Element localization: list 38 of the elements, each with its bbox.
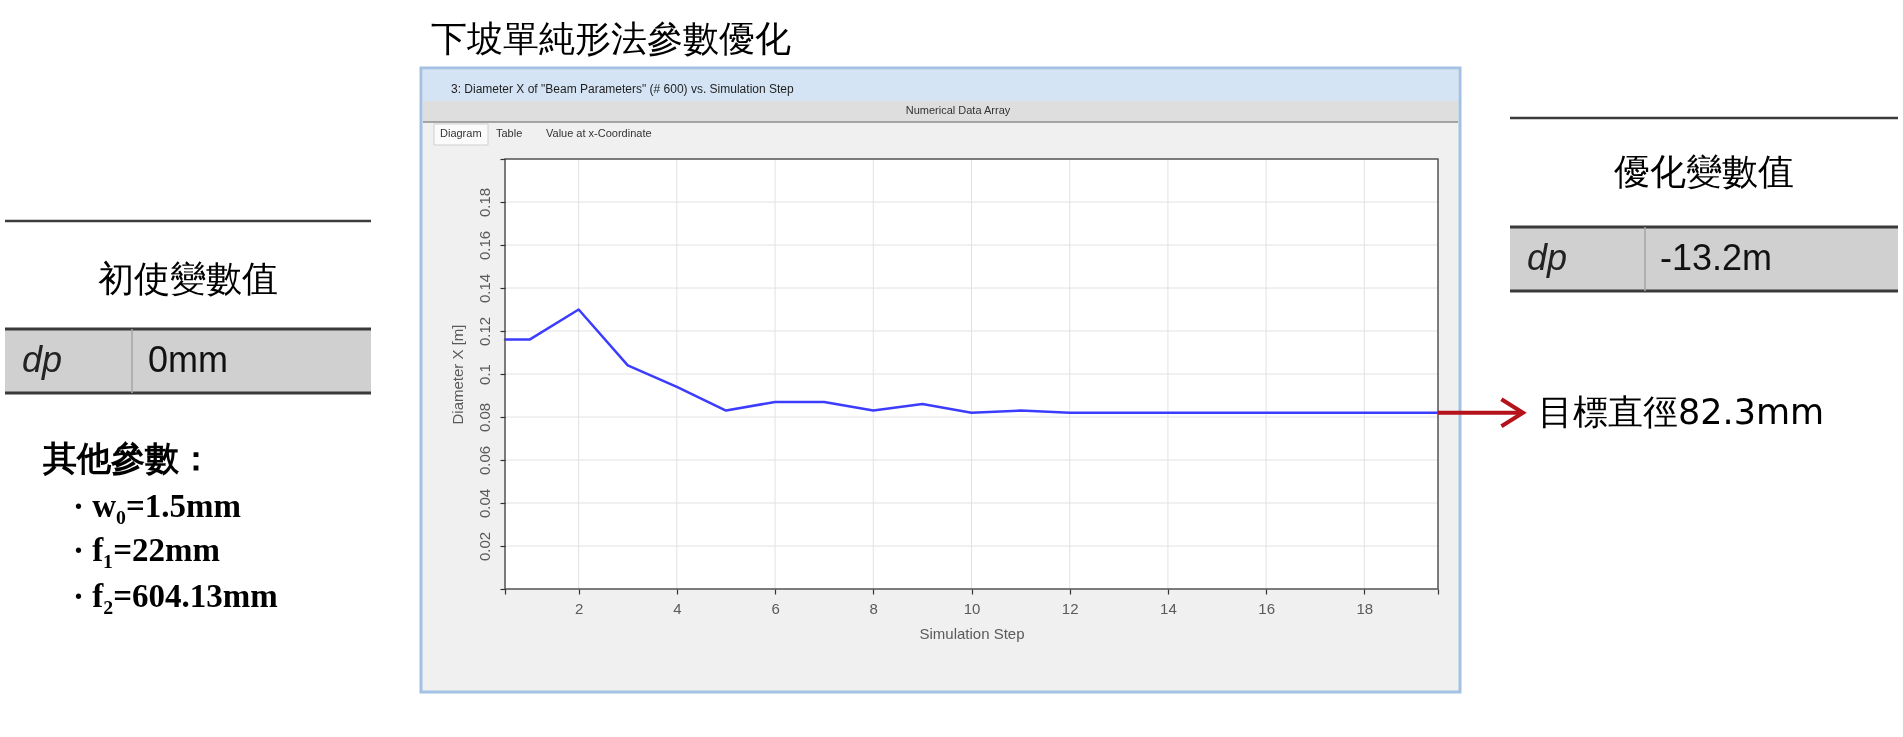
text: 初使變數值 xyxy=(98,258,278,299)
x-tick-label: 12 xyxy=(1061,599,1079,617)
text: · f₁=22mm xyxy=(73,532,220,568)
text: 其他參數： xyxy=(42,438,213,478)
y-tick-label: 0.04 xyxy=(475,488,493,519)
text: dp xyxy=(22,339,63,380)
text: 0mm xyxy=(148,339,228,380)
line-series xyxy=(503,308,1440,414)
x-tick-label: 4 xyxy=(673,599,682,617)
text: Diagram xyxy=(440,127,482,139)
text: dp xyxy=(1527,237,1568,278)
x-axis-title: Simulation Step xyxy=(919,624,1025,642)
x-tick-label: 2 xyxy=(574,599,584,617)
y-tick-label: 0.16 xyxy=(475,230,493,261)
chart-title: 下坡單純形法參數優化 xyxy=(431,18,791,59)
text: Value at x-Coordinate xyxy=(546,127,652,139)
y-tick-label: 0.1 xyxy=(475,364,493,385)
x-tick-label: 14 xyxy=(1160,599,1177,617)
x-tick-label: 18 xyxy=(1356,599,1374,617)
y-tick-label: 0.12 xyxy=(475,316,493,347)
text: · w₀=1.5mm xyxy=(73,488,242,524)
annotation: 目標直徑82.3mm xyxy=(1538,391,1825,432)
text: 3: Diameter X of "Beam Parameters" (# 600) vs. Simulation Step xyxy=(451,82,794,96)
y-tick-label: 0.18 xyxy=(475,187,493,218)
text: Table xyxy=(496,127,523,139)
y-axis-title: Diameter X [m] xyxy=(448,324,466,425)
x-tick-label: 10 xyxy=(963,599,981,617)
y-tick-label: 0.02 xyxy=(475,531,493,562)
x-tick-label: 16 xyxy=(1258,599,1275,617)
x-tick-label: 6 xyxy=(771,599,780,617)
y-tick-label: 0.06 xyxy=(475,445,493,476)
text: · f₂=604.13mm xyxy=(73,578,278,614)
y-tick-label: 0.14 xyxy=(475,273,493,304)
text: -13.2m xyxy=(1660,237,1773,278)
text: Numerical Data Array xyxy=(905,104,1011,116)
text: 優化變數值 xyxy=(1614,151,1794,192)
x-tick-label: 8 xyxy=(869,599,878,617)
y-tick-label: 0.08 xyxy=(475,402,493,433)
